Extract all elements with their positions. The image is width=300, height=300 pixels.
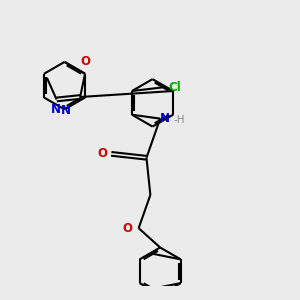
Text: N: N	[61, 103, 71, 117]
Text: N: N	[160, 112, 170, 125]
Text: O: O	[97, 147, 107, 160]
Text: -H: -H	[173, 115, 185, 125]
Text: N: N	[50, 103, 60, 116]
Text: O: O	[80, 55, 90, 68]
Text: Cl: Cl	[168, 81, 181, 94]
Text: O: O	[122, 222, 133, 235]
